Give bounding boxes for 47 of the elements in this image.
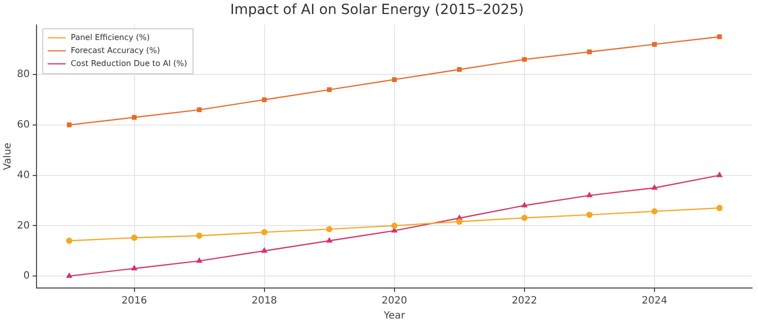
point xyxy=(651,208,658,214)
x-tick-label: 2022 xyxy=(512,296,538,307)
point xyxy=(196,107,202,112)
point xyxy=(716,172,722,178)
point xyxy=(66,272,72,278)
y-tick-label: 20 xyxy=(16,220,30,232)
x-axis-title: Year xyxy=(382,310,406,322)
point xyxy=(261,229,268,236)
point xyxy=(586,212,593,218)
point xyxy=(391,222,398,229)
point xyxy=(131,265,138,270)
point xyxy=(392,77,397,82)
point xyxy=(587,50,592,54)
y-tick-label: 60 xyxy=(16,120,30,131)
x-tick-label: 2016 xyxy=(122,296,147,307)
point xyxy=(196,258,202,263)
point xyxy=(132,114,137,120)
legend-label: Forecast Accuracy (%) xyxy=(70,46,160,55)
x-tick-label: 2024 xyxy=(642,296,668,307)
point xyxy=(522,202,528,208)
point xyxy=(717,34,722,40)
y-tick-label: 0 xyxy=(23,270,30,282)
point xyxy=(262,97,267,102)
point xyxy=(652,184,658,190)
point xyxy=(66,238,72,244)
point xyxy=(457,67,462,72)
point xyxy=(652,42,657,47)
point xyxy=(586,192,592,198)
legend-label: Panel Efficiency (%) xyxy=(70,32,150,42)
point xyxy=(131,234,138,241)
point xyxy=(262,248,268,253)
chart-title: Impact of AI on Solar Energy (2015–2025) xyxy=(230,2,524,18)
legend-label: Cost Reduction Due to AI (%) xyxy=(70,58,188,68)
point xyxy=(716,204,723,212)
y-tick-label: 40 xyxy=(16,170,30,181)
point xyxy=(326,226,332,232)
point xyxy=(521,214,528,221)
point xyxy=(196,232,202,239)
point xyxy=(66,122,72,128)
point xyxy=(522,57,527,62)
point xyxy=(326,238,332,243)
point xyxy=(326,87,332,92)
x-tick-label: 2020 xyxy=(382,296,408,307)
point xyxy=(456,218,462,225)
y-axis-title: Value xyxy=(2,142,14,170)
x-tick-label: 2018 xyxy=(252,296,278,307)
y-tick-label: 80 xyxy=(16,69,30,80)
